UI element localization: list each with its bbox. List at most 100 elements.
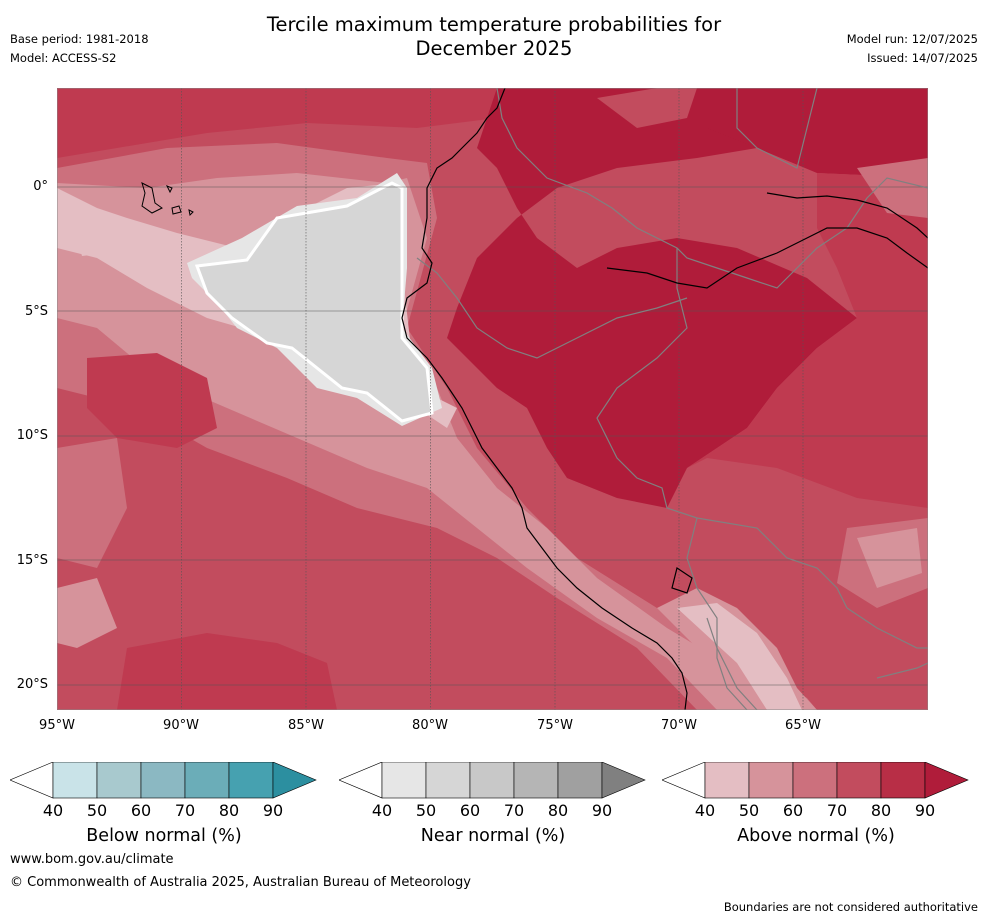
cb-below-tick-40: 40 bbox=[42, 801, 64, 820]
lat-tick-5s: 5°S bbox=[24, 304, 48, 319]
region-above-70-northeast bbox=[597, 88, 697, 128]
title-line-1: Tercile maximum temperature probabilitie… bbox=[266, 13, 722, 36]
coast-amazon-river bbox=[606, 227, 928, 289]
cb-above-seg-4 bbox=[836, 762, 882, 799]
lat-tick-10s: 10°S bbox=[16, 428, 48, 443]
region-near-50 bbox=[197, 183, 432, 421]
cb-below-tick-50: 50 bbox=[86, 801, 108, 820]
cb-near-seg-4 bbox=[513, 762, 559, 799]
cb-below-seg-5 bbox=[228, 762, 274, 799]
cb-above-seg-5 bbox=[880, 762, 926, 799]
border-bolivia-paraguay bbox=[876, 662, 928, 679]
cb-below-tick-80: 80 bbox=[218, 801, 240, 820]
cb-near-seg-5 bbox=[557, 762, 603, 799]
cb-near-tick-60: 60 bbox=[459, 801, 481, 820]
region-above-90-east bbox=[697, 88, 807, 168]
cb-above-max-arrow bbox=[924, 762, 969, 799]
base-period-text: Base period: 1981-2018 bbox=[10, 32, 149, 46]
cb-above-tick-40: 40 bbox=[694, 801, 716, 820]
cb-below-seg-2 bbox=[96, 762, 142, 799]
cb-near-seg-2 bbox=[425, 762, 471, 799]
cb-below-seg-3 bbox=[140, 762, 186, 799]
cb-above-tick-90: 90 bbox=[914, 801, 936, 820]
cb-near-tick-90: 90 bbox=[591, 801, 613, 820]
probability-map bbox=[57, 88, 928, 710]
cb-near-seg-1 bbox=[381, 762, 427, 799]
lon-tick-95w: 95°W bbox=[39, 718, 75, 733]
lon-tick-65w: 65°W bbox=[785, 718, 821, 733]
cb-below-max-arrow bbox=[272, 762, 317, 799]
island-small-2 bbox=[188, 209, 194, 217]
region-above-40-islands bbox=[77, 223, 122, 256]
colorbar-above-normal bbox=[662, 762, 969, 799]
website-text: www.bom.gov.au/climate bbox=[10, 852, 174, 867]
region-above-80-north bbox=[57, 88, 497, 158]
region-above-50-east-patch bbox=[857, 528, 922, 588]
cb-above-seg-3 bbox=[792, 762, 838, 799]
cb-near-min-arrow bbox=[339, 762, 383, 799]
cb-above-tick-80: 80 bbox=[870, 801, 892, 820]
lat-tick-15s: 15°S bbox=[16, 553, 48, 568]
cb-above-tick-70: 70 bbox=[826, 801, 848, 820]
border-brazil-north bbox=[736, 88, 818, 169]
lon-tick-70w: 70°W bbox=[661, 718, 697, 733]
border-peru-brazil bbox=[596, 248, 848, 609]
copyright-text: © Commonwealth of Australia 2025, Austra… bbox=[10, 875, 471, 890]
cb-near-tick-40: 40 bbox=[371, 801, 393, 820]
border-ecuador-peru bbox=[416, 257, 688, 359]
coast-lake-titicaca bbox=[671, 567, 693, 594]
coastline bbox=[401, 88, 928, 710]
border-bolivia-south bbox=[846, 607, 928, 649]
lon-tick-85w: 85°W bbox=[288, 718, 324, 733]
lat-tick-20s: 20°S bbox=[16, 677, 48, 692]
cb-below-label: Below normal (%) bbox=[86, 826, 242, 846]
cb-above-tick-60: 60 bbox=[782, 801, 804, 820]
region-above-40-altiplano bbox=[677, 603, 802, 710]
title-line-2: December 2025 bbox=[415, 37, 573, 60]
border-chile-argentina bbox=[706, 617, 758, 710]
cb-above-min-arrow bbox=[662, 762, 706, 799]
region-above-90-continent bbox=[447, 88, 928, 508]
island-isabela bbox=[141, 182, 163, 214]
disclaimer-text: Boundaries are not considered authoritat… bbox=[723, 900, 978, 914]
island-santa-cruz bbox=[171, 205, 182, 215]
region-above-50-southwest bbox=[57, 578, 117, 648]
cb-near-label: Near normal (%) bbox=[420, 826, 566, 846]
model-text: Model: ACCESS-S2 bbox=[10, 51, 117, 65]
coast-pacific bbox=[401, 88, 688, 710]
lon-tick-75w: 75°W bbox=[537, 718, 573, 733]
island-small-1 bbox=[165, 185, 173, 194]
cb-below-tick-70: 70 bbox=[174, 801, 196, 820]
region-above-80-east bbox=[687, 173, 928, 508]
cb-below-min-arrow bbox=[10, 762, 54, 799]
cb-below-seg-4 bbox=[184, 762, 230, 799]
cb-near-tick-80: 80 bbox=[547, 801, 569, 820]
cb-below-tick-90: 90 bbox=[262, 801, 284, 820]
parallels bbox=[57, 186, 928, 686]
region-above-80-south-1 bbox=[87, 353, 217, 448]
cb-above-tick-50: 50 bbox=[738, 801, 760, 820]
issued-text: Issued: 14/07/2025 bbox=[867, 51, 978, 65]
cb-above-seg-2 bbox=[748, 762, 794, 799]
cb-near-tick-50: 50 bbox=[415, 801, 437, 820]
region-above-60-northeast bbox=[857, 158, 928, 218]
lon-tick-90w: 90°W bbox=[163, 718, 199, 733]
cb-near-seg-3 bbox=[469, 762, 515, 799]
region-above-60-southwest bbox=[57, 438, 127, 568]
cb-below-tick-60: 60 bbox=[130, 801, 152, 820]
lon-tick-80w: 80°W bbox=[412, 718, 448, 733]
map-title: Tercile maximum temperature probabilitie… bbox=[0, 13, 988, 61]
cb-near-max-arrow bbox=[601, 762, 646, 799]
cb-below-seg-1 bbox=[52, 762, 98, 799]
model-run-text: Model run: 12/07/2025 bbox=[846, 32, 978, 46]
galapagos-islands bbox=[141, 182, 194, 217]
cb-above-label: Above normal (%) bbox=[737, 826, 895, 846]
colorbar-below-normal bbox=[10, 762, 317, 799]
border-peru-bolivia bbox=[686, 517, 748, 710]
colorbar-near-normal bbox=[339, 762, 646, 799]
region-above-80-south-2 bbox=[117, 633, 337, 710]
cb-above-seg-1 bbox=[704, 762, 750, 799]
near-normal-outline bbox=[194, 181, 434, 423]
lat-tick-0: 0° bbox=[33, 179, 48, 194]
cb-near-tick-70: 70 bbox=[503, 801, 525, 820]
